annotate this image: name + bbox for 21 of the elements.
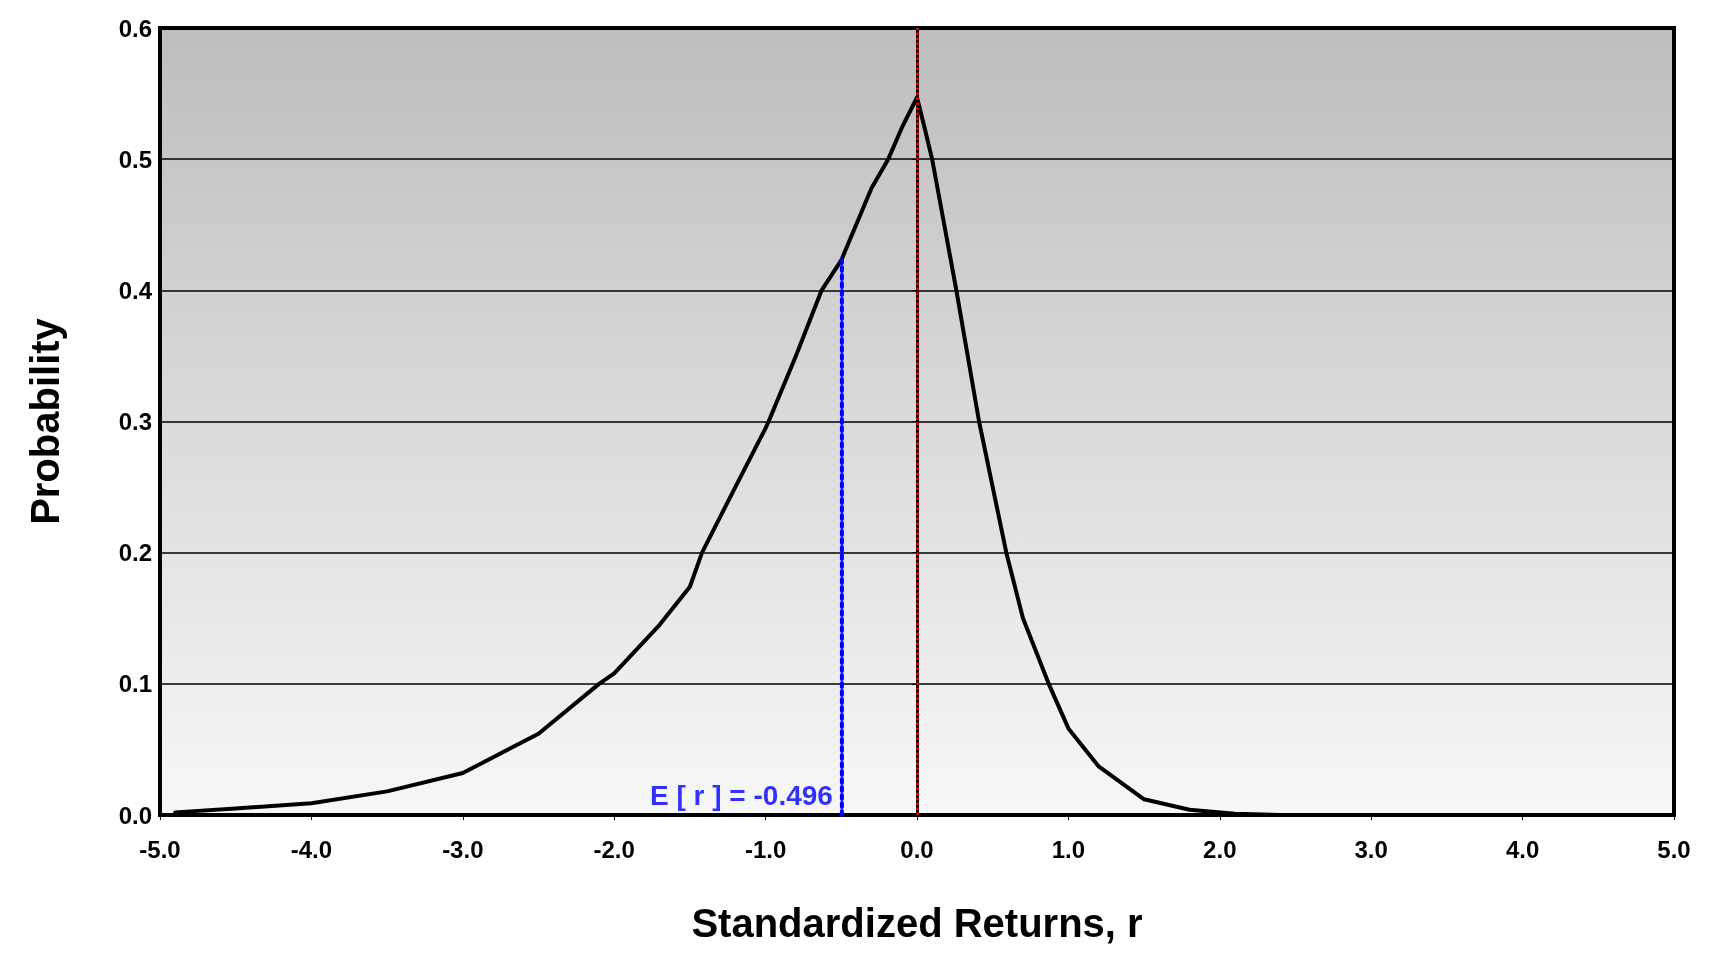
x-tick-label: 3.0 <box>1354 835 1388 863</box>
x-tick-label: -3.0 <box>442 835 484 863</box>
y-tick-label: 0.2 <box>118 539 152 567</box>
x-tick-label: -4.0 <box>290 835 333 863</box>
annotation: E [ r ] = -0.496 <box>650 779 833 811</box>
x-tick-label: 1.0 <box>1051 835 1086 863</box>
y-tick-label: 0.0 <box>118 801 152 829</box>
y-tick-label: 0.5 <box>118 145 152 173</box>
x-tick-label: -1.0 <box>744 835 787 863</box>
y-tick-label: 0.6 <box>118 14 152 42</box>
x-tick-label: 5.0 <box>1657 835 1691 863</box>
x-tick-label: -5.0 <box>139 835 181 863</box>
x-tick-label: -2.0 <box>593 835 635 863</box>
y-tick-label: 0.3 <box>118 408 152 435</box>
x-axis-title: Standardized Returns, r <box>691 901 1143 945</box>
y-axis-title: Probability <box>23 317 67 525</box>
x-tick-label: 0.0 <box>900 835 934 863</box>
y-tick-label: 0.4 <box>118 276 153 304</box>
y-tick-label: 0.1 <box>118 670 152 698</box>
x-tick-label: 4.0 <box>1505 835 1540 863</box>
x-tick-label: 2.0 <box>1203 835 1237 863</box>
